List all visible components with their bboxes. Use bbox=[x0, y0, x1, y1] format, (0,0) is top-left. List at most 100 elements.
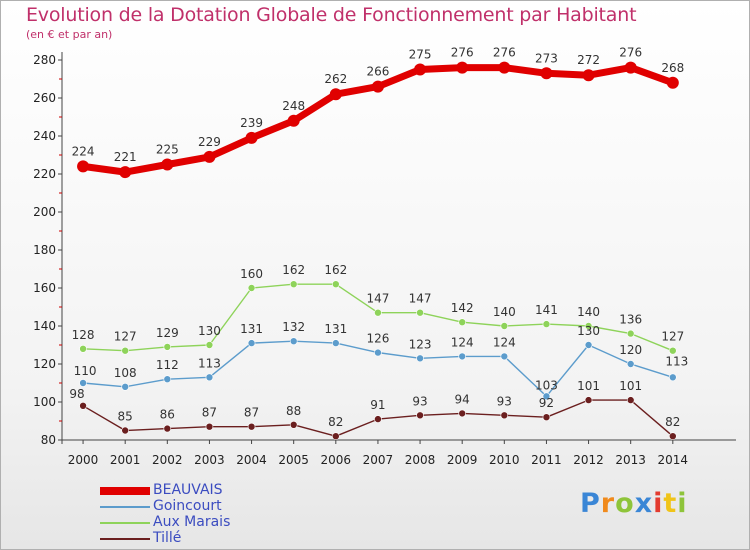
data-label: 266 bbox=[366, 65, 389, 79]
data-label: 120 bbox=[619, 343, 642, 357]
y-tick-label: 80 bbox=[41, 433, 56, 447]
data-point bbox=[666, 76, 679, 89]
data-point bbox=[584, 322, 593, 330]
logo-letter: o bbox=[615, 488, 635, 519]
chart-title: Evolution de la Dotation Globale de Fonc… bbox=[26, 4, 637, 26]
data-point bbox=[374, 348, 382, 357]
data-label: 129 bbox=[156, 326, 179, 340]
data-label: 86 bbox=[160, 408, 175, 422]
data-label: 124 bbox=[493, 335, 516, 349]
data-label: 140 bbox=[493, 305, 516, 319]
data-label: 113 bbox=[198, 356, 221, 370]
x-tick-label: 2006 bbox=[321, 453, 352, 467]
data-label: 101 bbox=[619, 379, 642, 393]
x-tick-label: 2014 bbox=[658, 453, 689, 467]
data-point bbox=[163, 375, 172, 384]
data-point bbox=[121, 426, 129, 435]
data-point bbox=[205, 341, 214, 349]
x-tick-label: 2007 bbox=[363, 453, 394, 467]
data-label: 112 bbox=[156, 358, 179, 372]
data-point bbox=[624, 61, 637, 74]
data-label: 273 bbox=[535, 51, 558, 65]
data-label: 147 bbox=[366, 292, 389, 306]
data-label: 262 bbox=[324, 72, 347, 86]
data-point bbox=[332, 432, 340, 441]
data-label: 268 bbox=[661, 61, 684, 75]
data-point bbox=[163, 424, 172, 433]
data-point bbox=[79, 401, 87, 410]
data-point bbox=[161, 158, 174, 171]
logo-letter: x bbox=[634, 488, 654, 519]
data-label: 127 bbox=[114, 330, 137, 344]
data-point bbox=[458, 318, 466, 327]
data-point bbox=[542, 392, 551, 401]
data-label: 140 bbox=[577, 305, 600, 319]
data-label: 103 bbox=[535, 378, 558, 392]
data-label: 108 bbox=[114, 366, 137, 380]
data-point bbox=[669, 432, 677, 441]
x-tick-label: 2002 bbox=[152, 453, 183, 467]
data-label: 82 bbox=[665, 415, 680, 429]
data-label: 93 bbox=[412, 394, 427, 408]
data-label: 91 bbox=[370, 398, 385, 412]
data-label: 132 bbox=[282, 320, 305, 334]
x-tick-label: 2009 bbox=[447, 453, 478, 467]
x-tick-label: 2010 bbox=[489, 453, 520, 467]
data-label: 141 bbox=[535, 303, 558, 317]
data-label: 94 bbox=[455, 392, 470, 406]
y-tick-label: 100 bbox=[33, 395, 56, 409]
data-label: 224 bbox=[72, 144, 95, 158]
y-tick-label: 140 bbox=[33, 319, 56, 333]
y-tick-label: 240 bbox=[33, 129, 56, 143]
data-point bbox=[458, 409, 466, 418]
data-label: 110 bbox=[74, 364, 97, 378]
data-label: 136 bbox=[619, 313, 642, 327]
data-label: 229 bbox=[198, 135, 221, 149]
data-label: 93 bbox=[497, 394, 512, 408]
y-tick-label: 280 bbox=[33, 53, 56, 67]
data-point bbox=[205, 373, 214, 382]
data-point bbox=[329, 88, 342, 101]
data-label: 82 bbox=[328, 415, 343, 429]
y-tick-label: 180 bbox=[33, 243, 56, 257]
data-label: 124 bbox=[451, 335, 474, 349]
data-label: 221 bbox=[114, 150, 137, 164]
data-point bbox=[669, 373, 677, 382]
data-point bbox=[79, 379, 87, 387]
data-point bbox=[456, 61, 469, 74]
data-label: 276 bbox=[451, 46, 474, 60]
data-point bbox=[626, 396, 635, 404]
legend-swatch-tille bbox=[100, 538, 150, 540]
legend-swatch-goincourt bbox=[100, 506, 150, 508]
x-tick-label: 2001 bbox=[110, 453, 141, 467]
data-point bbox=[247, 339, 256, 347]
data-label: 275 bbox=[409, 48, 432, 62]
data-label: 126 bbox=[366, 332, 389, 346]
data-point bbox=[416, 354, 424, 363]
x-tick-label: 2003 bbox=[194, 453, 225, 467]
data-label: 85 bbox=[118, 410, 133, 424]
x-tick-label: 2000 bbox=[68, 453, 99, 467]
data-point bbox=[416, 411, 424, 420]
data-label: 162 bbox=[324, 263, 347, 277]
data-point bbox=[584, 341, 593, 349]
data-label: 127 bbox=[661, 330, 684, 344]
data-point bbox=[119, 166, 132, 179]
data-label: 131 bbox=[324, 322, 347, 336]
data-label: 162 bbox=[282, 263, 305, 277]
data-point bbox=[542, 320, 551, 328]
data-label: 130 bbox=[577, 324, 600, 338]
data-point bbox=[289, 280, 298, 289]
data-point bbox=[626, 360, 635, 368]
data-point bbox=[498, 61, 511, 74]
data-label: 147 bbox=[409, 292, 432, 306]
data-point bbox=[374, 415, 382, 423]
data-point bbox=[669, 346, 677, 355]
logo-letter: i bbox=[653, 488, 664, 519]
legend-swatch-beauvais bbox=[100, 487, 150, 495]
legend-label: Goincourt bbox=[153, 498, 222, 514]
logo-letter: r bbox=[600, 488, 616, 519]
proxiti-logo: Proxiti bbox=[580, 488, 688, 519]
data-label: 272 bbox=[577, 53, 600, 67]
data-point bbox=[540, 67, 553, 80]
